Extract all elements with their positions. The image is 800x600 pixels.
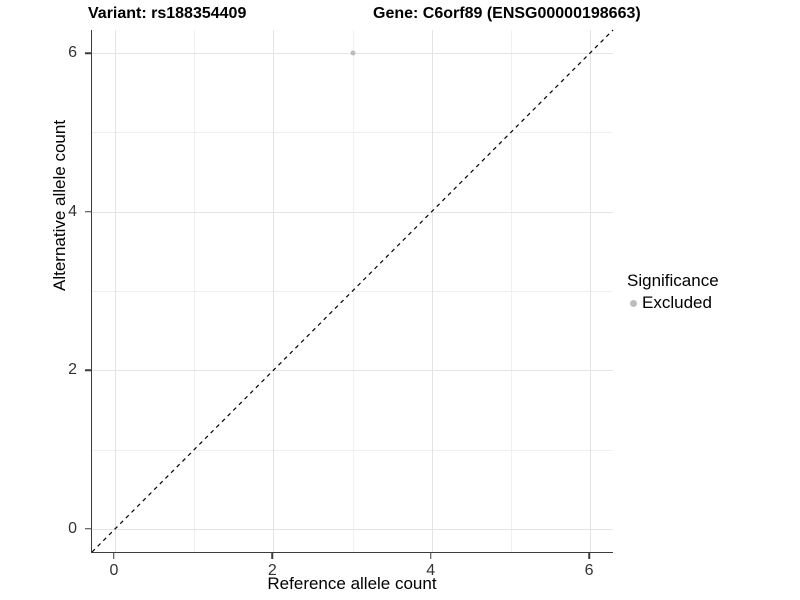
grid-line-vertical-major bbox=[431, 30, 433, 552]
plot-title-gene: Gene: C6orf89 (ENSG00000198663) bbox=[373, 5, 641, 22]
y-tick-mark bbox=[85, 369, 91, 372]
x-tick-mark bbox=[113, 553, 115, 559]
data-point bbox=[350, 50, 355, 56]
legend-key-dot bbox=[630, 299, 637, 307]
plot-panel bbox=[91, 29, 614, 553]
x-axis: 0 2 4 6 bbox=[91, 553, 613, 583]
plot-title-variant: Variant: rs188354409 bbox=[88, 5, 247, 22]
grid-line-vertical-major bbox=[590, 30, 592, 552]
legend-item: Excluded bbox=[630, 293, 719, 313]
identity-line bbox=[91, 29, 614, 553]
grid-line-vertical-major bbox=[114, 30, 116, 552]
grid-line-vertical-major bbox=[273, 30, 275, 552]
grid-line-vertical-minor bbox=[510, 30, 512, 552]
y-tick-mark bbox=[85, 210, 91, 213]
x-tick-label: 6 bbox=[584, 562, 594, 579]
legend-title: Significance bbox=[627, 271, 719, 290]
y-tick-mark bbox=[85, 52, 91, 54]
x-tick-label: 4 bbox=[426, 562, 436, 579]
legend-item-label: Excluded bbox=[642, 293, 712, 312]
y-tick-label: 0 bbox=[68, 519, 77, 537]
x-tick-mark bbox=[271, 553, 274, 559]
grid-line-horizontal-major bbox=[92, 211, 613, 213]
x-tick-mark bbox=[429, 553, 432, 559]
x-axis-title: Reference allele count bbox=[267, 574, 437, 593]
legend-items: Excluded bbox=[627, 293, 719, 313]
grid-line-horizontal-minor bbox=[92, 132, 613, 134]
x-tick-mark bbox=[588, 553, 590, 559]
grid-line-horizontal-major bbox=[92, 370, 613, 372]
y-tick-label: 4 bbox=[68, 202, 77, 220]
y-axis: 0 2 4 6 bbox=[0, 30, 91, 553]
x-tick-label: 0 bbox=[109, 562, 119, 579]
legend: Significance Excluded bbox=[627, 271, 719, 313]
y-tick-label: 6 bbox=[68, 44, 77, 61]
x-tick-label: 2 bbox=[267, 562, 277, 579]
grid-line-horizontal-major bbox=[92, 528, 613, 530]
y-tick-label: 2 bbox=[68, 361, 77, 379]
y-tick-mark bbox=[85, 528, 91, 530]
